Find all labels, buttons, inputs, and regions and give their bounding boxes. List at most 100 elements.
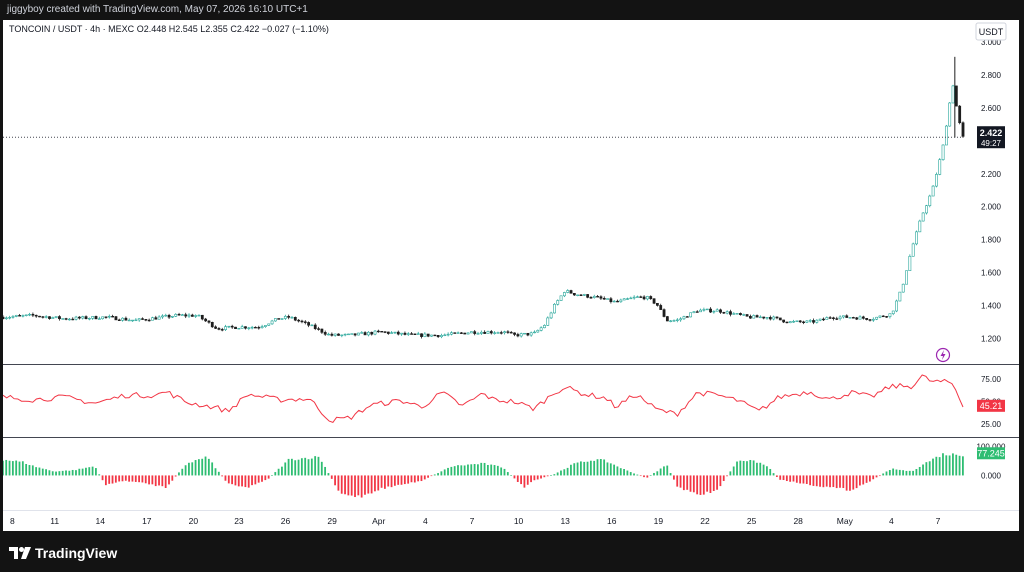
histogram-bar xyxy=(367,475,370,494)
high-value: 2.545 xyxy=(175,24,200,34)
histogram-bar xyxy=(852,475,855,490)
candle-body xyxy=(489,331,493,334)
lightning-icon[interactable] xyxy=(935,347,951,363)
candle-body xyxy=(460,332,463,334)
candle-body xyxy=(68,318,71,321)
chart-svg[interactable]: 3.0002.8002.6002.4002.2002.0001.8001.600… xyxy=(1,20,1019,531)
brand-name: TradingView xyxy=(35,545,118,561)
histogram-bar xyxy=(151,475,154,485)
open-label: O xyxy=(137,24,144,34)
histogram-value-label: 77.245 xyxy=(977,447,1005,460)
histogram-bar xyxy=(227,475,230,484)
histogram-bar xyxy=(550,475,552,476)
histogram-bar xyxy=(895,469,898,476)
candle-body xyxy=(562,292,566,297)
candle-body xyxy=(881,315,885,318)
histogram-bar xyxy=(384,475,386,489)
histogram-bar xyxy=(374,475,376,492)
histogram-bar xyxy=(231,475,234,485)
histogram-bar xyxy=(792,475,795,482)
histogram-bar xyxy=(819,475,821,487)
histogram-pane[interactable]: 100.000 0.000 77.245 xyxy=(2,443,1019,511)
candle-body xyxy=(891,310,895,314)
histogram-bar xyxy=(307,459,310,476)
histogram-bar xyxy=(679,475,682,488)
histogram-bar xyxy=(15,460,18,476)
candle-body xyxy=(851,317,855,319)
time-tick: 4 xyxy=(889,516,894,526)
histogram-bar xyxy=(121,475,124,482)
candle-body xyxy=(865,318,869,320)
histogram-bar xyxy=(599,459,602,476)
candle-body xyxy=(340,334,344,337)
histogram-bar xyxy=(410,475,413,483)
histogram-bar xyxy=(643,475,645,478)
price-tick: 1.200 xyxy=(981,335,1002,344)
candle-body xyxy=(626,298,629,300)
candle-body xyxy=(453,332,457,334)
candle-body xyxy=(87,318,91,320)
candle-body xyxy=(473,331,477,334)
histogram-bar xyxy=(503,468,506,476)
time-axis[interactable]: 8 11 14 17 20 23 26 29 Apr 4 7 10 13 16 19 22 25 28 May 4 7 xyxy=(10,516,941,526)
histogram-bar xyxy=(417,475,420,482)
time-tick: 16 xyxy=(607,516,617,526)
histogram-bar xyxy=(98,474,101,476)
histogram-bar xyxy=(124,475,127,481)
candle-body xyxy=(486,331,490,334)
histogram-bar xyxy=(579,461,582,476)
histogram-bar xyxy=(663,466,665,476)
candle-body xyxy=(543,325,546,329)
footer-bar xyxy=(0,531,1024,572)
candle-body xyxy=(300,320,304,323)
tradingview-logo[interactable]: TradingView xyxy=(9,545,117,561)
price-pane[interactable]: 3.0002.8002.6002.4002.2002.0001.8001.600… xyxy=(1,20,1019,365)
histogram-bar xyxy=(118,475,121,482)
candle-body xyxy=(114,316,118,321)
histogram-bar xyxy=(440,471,443,476)
histogram-bar xyxy=(546,475,549,477)
histogram-bar xyxy=(111,475,114,484)
chart-frame[interactable]: 3.0002.8002.6002.4002.2002.0001.8001.600… xyxy=(1,20,1019,531)
histogram-bar xyxy=(58,471,61,476)
candle-body xyxy=(539,327,543,331)
histogram-bar xyxy=(835,475,838,489)
histogram-bar xyxy=(354,475,356,498)
candle-body xyxy=(376,330,380,333)
histogram-bar xyxy=(380,475,383,488)
histogram-bar xyxy=(390,475,393,488)
time-tick: 29 xyxy=(327,516,337,526)
price-tick: 1.600 xyxy=(981,269,1002,278)
histogram-bar xyxy=(61,470,64,476)
histogram-bar xyxy=(636,474,639,476)
candle-body xyxy=(735,313,739,315)
histogram-bar xyxy=(51,471,54,476)
candle-body xyxy=(818,318,822,321)
histogram-bar xyxy=(85,467,87,476)
histogram-bar xyxy=(932,458,934,476)
candle-body xyxy=(121,317,124,321)
candle-body xyxy=(546,317,550,326)
candle-body xyxy=(808,320,812,322)
histogram-bar xyxy=(247,475,250,488)
candle-body xyxy=(592,296,596,298)
histogram-bar xyxy=(68,470,71,476)
candle-body xyxy=(1,316,5,320)
candle-body xyxy=(194,315,198,317)
candle-body xyxy=(742,314,746,316)
currency-badge[interactable]: USDT xyxy=(975,22,1007,41)
currency-label: USDT xyxy=(979,27,1004,37)
histogram-bar xyxy=(413,475,416,483)
histogram-bar xyxy=(868,475,871,482)
histogram-bar xyxy=(506,472,509,476)
histogram-bar xyxy=(742,460,745,476)
time-tick: 14 xyxy=(95,516,105,526)
histogram-bar xyxy=(204,456,207,476)
candle-body xyxy=(396,331,400,335)
histogram-bar xyxy=(566,467,569,476)
candle-body xyxy=(290,317,294,319)
candles xyxy=(1,56,965,339)
histogram-bar xyxy=(28,465,31,476)
histogram-bar xyxy=(350,475,353,496)
